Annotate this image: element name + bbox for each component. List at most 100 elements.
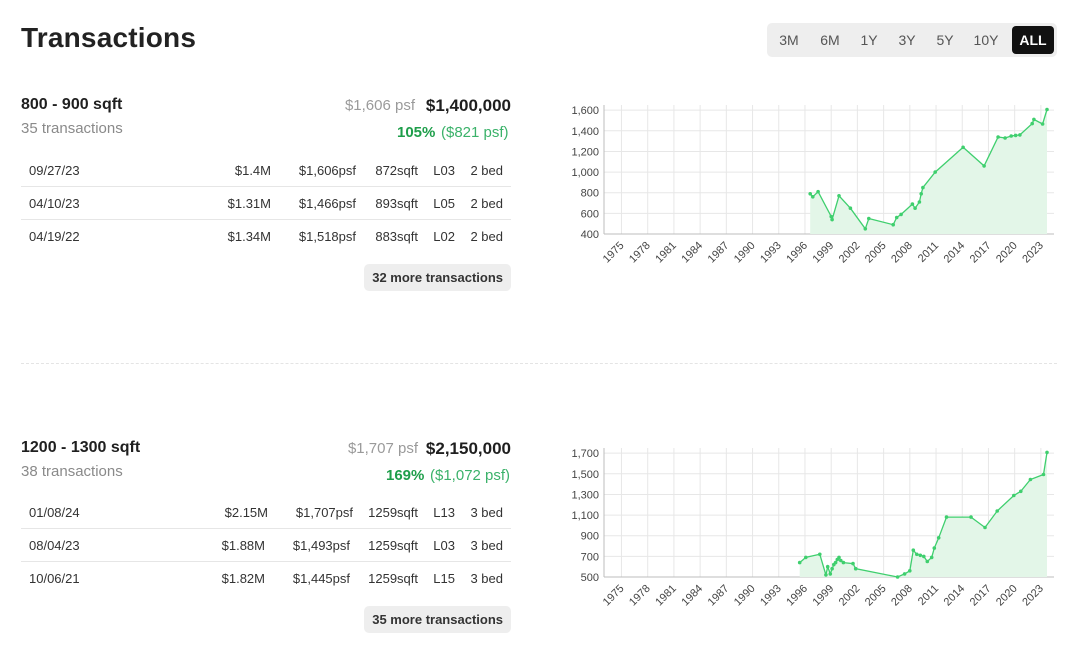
data-point	[918, 553, 923, 558]
data-point	[936, 536, 941, 540]
table-row[interactable]: 01/08/24 $2.15M $1,707psf 1259sqft L13 3…	[21, 496, 511, 529]
tx-price: $2.15M	[224, 505, 268, 520]
series-area	[810, 109, 1047, 234]
range-tab-1y[interactable]: 1Y	[860, 32, 878, 48]
range-tab-3y[interactable]: 3Y	[898, 32, 916, 48]
x-tick-label: 2002	[837, 583, 863, 609]
tx-sqft: 1259sqft	[368, 571, 418, 586]
data-point	[1030, 121, 1034, 126]
y-tick-label: 1,700	[571, 448, 599, 460]
tx-floor: L15	[433, 571, 455, 586]
data-point	[825, 564, 830, 569]
more-transactions-button[interactable]: 35 more transactions	[364, 606, 511, 633]
data-point	[910, 202, 915, 206]
section-divider	[21, 363, 1057, 364]
tx-sqft: 1259sqft	[368, 505, 418, 520]
tx-floor: L13	[433, 505, 455, 520]
data-point	[1040, 122, 1045, 126]
table-row[interactable]: 10/06/21 $1.82M $1,445psf 1259sqft L15 3…	[21, 562, 511, 595]
data-point	[837, 555, 841, 560]
x-tick-label: 1975	[601, 240, 627, 266]
transactions-table: 01/08/24 $2.15M $1,707psf 1259sqft L13 3…	[21, 496, 511, 595]
series-area	[799, 452, 1047, 577]
tx-sqft: 872sqft	[375, 163, 418, 178]
data-point	[1045, 450, 1049, 455]
x-tick-label: 1993	[758, 583, 784, 609]
range-tab-3m[interactable]: 3M	[779, 32, 799, 48]
y-tick-label: 1,500	[571, 469, 599, 481]
transactions-table: 09/27/23 $1.4M $1,606psf 872sqft L03 2 b…	[21, 154, 511, 253]
latest-price: $1,400,000	[425, 96, 511, 115]
group-title: 1200 - 1300 sqft	[21, 439, 141, 456]
range-tab-5y[interactable]: 5Y	[936, 32, 954, 48]
tx-bed: 3 bed	[470, 538, 503, 553]
x-tick-label: 1999	[811, 583, 837, 609]
tx-date: 04/10/23	[29, 196, 80, 211]
data-point	[1009, 134, 1013, 138]
data-point	[902, 572, 907, 576]
tx-psf: $1,707psf	[295, 505, 353, 520]
data-point	[818, 552, 822, 557]
x-tick-label: 1990	[732, 240, 758, 266]
x-tick-label: 1978	[627, 583, 653, 609]
tx-floor: L03	[433, 538, 455, 553]
x-tick-label: 2014	[942, 583, 968, 609]
x-tick-label: 2008	[889, 583, 915, 609]
tx-date: 10/06/21	[29, 571, 80, 586]
data-point	[863, 227, 868, 231]
data-point	[1013, 133, 1018, 138]
tx-price: $1.4M	[234, 163, 271, 178]
range-tab-10y[interactable]: 10Y	[973, 32, 999, 48]
tx-psf: $1,493psf	[292, 538, 350, 553]
x-tick-label: 1996	[784, 583, 810, 609]
data-point	[830, 217, 834, 222]
data-point	[1041, 472, 1046, 477]
data-point	[829, 214, 833, 219]
y-tick-label: 700	[581, 551, 599, 563]
tx-floor: L02	[433, 229, 455, 244]
y-tick-label: 600	[581, 208, 599, 220]
tx-price: $1.34M	[227, 229, 271, 244]
tx-floor: L03	[433, 163, 455, 178]
tx-date: 08/04/23	[29, 538, 80, 553]
tx-date: 04/19/22	[29, 229, 80, 244]
table-row[interactable]: 09/27/23 $1.4M $1,606psf 872sqft L03 2 b…	[21, 154, 511, 187]
tx-price: $1.82M	[221, 571, 265, 586]
data-point	[961, 145, 965, 150]
price-history-chart: 500 700 900 1,100 1,300 1,500 1,700 1975 1978 198…	[560, 438, 1065, 628]
x-tick-label: 1987	[706, 583, 732, 609]
data-point	[1012, 493, 1016, 498]
x-tick-label: 2005	[863, 240, 889, 266]
x-tick-label: 2011	[916, 583, 941, 608]
x-tick-label: 2008	[889, 240, 915, 266]
x-tick-label: 2017	[968, 583, 994, 609]
x-tick-label: 1993	[758, 240, 784, 266]
group-title: 800 - 900 sqft	[21, 96, 123, 113]
data-point	[1028, 477, 1033, 482]
x-tick-label: 2005	[863, 583, 889, 609]
data-point	[837, 194, 841, 198]
data-point	[867, 216, 871, 221]
table-row[interactable]: 08/04/23 $1.88M $1,493psf 1259sqft L03 3…	[21, 529, 511, 562]
transaction-count: 35 transactions	[21, 120, 123, 137]
more-transactions-button[interactable]: 32 more transactions	[364, 264, 511, 291]
table-row[interactable]: 04/10/23 $1.31M $1,466psf 893sqft L05 2 …	[21, 187, 511, 220]
x-tick-label: 2023	[1020, 240, 1046, 266]
data-point	[908, 569, 912, 573]
table-row[interactable]: 04/19/22 $1.34M $1,518psf 883sqft L02 2 …	[21, 220, 511, 253]
x-tick-label: 1987	[706, 240, 732, 266]
tx-price: $1.31M	[227, 196, 271, 211]
data-point	[915, 552, 919, 557]
data-point	[1032, 117, 1036, 122]
y-tick-label: 800	[581, 188, 599, 200]
range-tab-6m[interactable]: 6M	[820, 32, 840, 48]
range-tab-all[interactable]: ALL	[1012, 26, 1054, 54]
x-tick-label: 2017	[968, 240, 994, 266]
tx-sqft: 1259sqft	[368, 538, 418, 553]
tx-psf: $1,466psf	[298, 196, 356, 211]
data-point	[919, 192, 923, 196]
data-point	[969, 515, 973, 519]
data-point	[833, 560, 838, 565]
y-tick-label: 500	[581, 572, 599, 584]
